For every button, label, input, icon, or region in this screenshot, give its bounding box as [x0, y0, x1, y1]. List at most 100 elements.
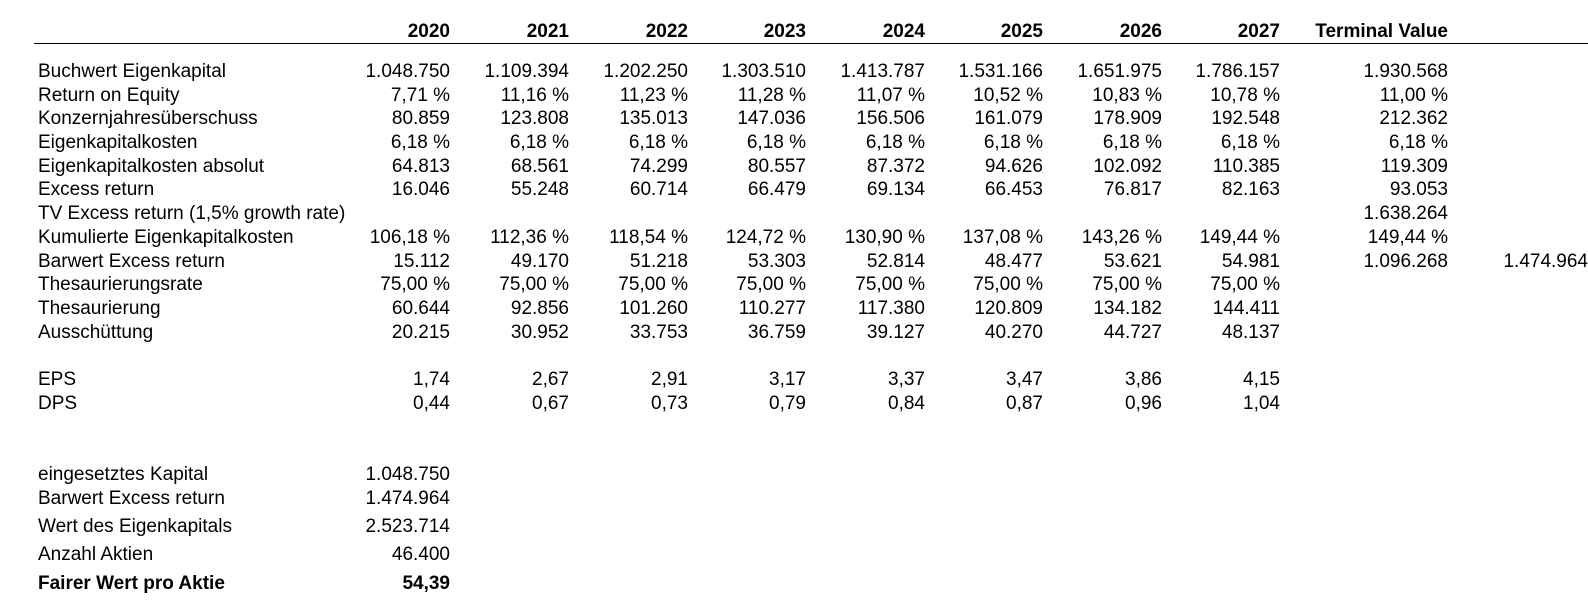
table-row: Excess return 16.046 55.248 60.714 66.479 69.…: [0, 178, 1588, 202]
value-cell: 11,23 %: [619, 85, 688, 106]
total-cell: [1428, 297, 1588, 321]
value-cell: 75,00 %: [1210, 274, 1280, 295]
row-label: Kumulierte Eigenkapitalkosten: [38, 227, 294, 248]
value-cell: 53.303: [747, 251, 806, 272]
value-cell: 87.372: [866, 156, 925, 177]
value-cell: 1.786.157: [1195, 61, 1280, 82]
total-cell: [1428, 155, 1588, 179]
terminal-value-cell: 1.638.264: [1363, 203, 1448, 224]
value-cell: 33.753: [629, 322, 688, 343]
value-cell: 44.727: [1103, 322, 1162, 343]
value-cell: 6,18 %: [746, 132, 806, 153]
value-cell: 1,04: [1243, 393, 1280, 414]
value-cell: 0,96: [1125, 393, 1162, 414]
value-cell: 149,44 %: [1199, 227, 1280, 248]
table-row: Buchwert Eigenkapital 1.048.750 1.109.394 1…: [0, 60, 1588, 84]
total-cell: [1428, 60, 1588, 84]
summary-row: Barwert Excess return 1.474.964: [0, 487, 1588, 511]
value-cell: 1.202.250: [603, 61, 688, 82]
value-cell: 75,00 %: [855, 274, 925, 295]
value-cell: 10,78 %: [1210, 85, 1280, 106]
value-cell: 53.621: [1103, 251, 1162, 272]
per-share-row: DPS 0,44 0,67 0,73 0,79 0,84 0,87 0,96 1,04: [0, 392, 1588, 416]
value-cell: 137,08 %: [962, 227, 1043, 248]
value-cell: 74.299: [629, 156, 688, 177]
row-label: Eigenkapitalkosten: [38, 132, 198, 153]
fair-value-per-share: 54,39: [402, 573, 450, 594]
year-header-2020: 2020: [407, 21, 450, 42]
summary-row: eingesetztes Kapital 1.048.750: [0, 463, 1588, 487]
terminal-value-cell: 6,18 %: [1388, 132, 1448, 153]
value-cell: 60.714: [629, 179, 688, 200]
value-cell: 66.479: [747, 179, 806, 200]
value-cell: 130,90 %: [844, 227, 925, 248]
value-cell: 102.092: [1093, 156, 1162, 177]
value-cell: 134.182: [1093, 298, 1162, 319]
summary-label: Barwert Excess return: [38, 488, 225, 509]
table-row: Eigenkapitalkosten 6,18 % 6,18 % 6,18 % 6,18…: [0, 131, 1588, 155]
value-cell: 75,00 %: [973, 274, 1043, 295]
value-cell: 110.277: [738, 298, 806, 319]
value-cell: 75,00 %: [736, 274, 806, 295]
value-cell: 2,67: [532, 369, 569, 390]
value-cell: 3,17: [769, 369, 806, 390]
value-cell: 178.909: [1093, 108, 1162, 129]
value-cell: 6,18 %: [865, 132, 925, 153]
value-cell: 1.303.510: [721, 61, 806, 82]
summary-label: Anzahl Aktien: [38, 544, 154, 565]
table-row: Thesaurierungsrate 75,00 % 75,00 % 75,00 % 7…: [0, 273, 1588, 297]
summary-value: 1.048.750: [365, 464, 450, 485]
value-cell: 75,00 %: [1092, 274, 1162, 295]
value-cell: 0,79: [769, 393, 806, 414]
value-cell: 68.561: [510, 156, 569, 177]
value-cell: 101.260: [619, 298, 688, 319]
value-cell: 75,00 %: [618, 274, 688, 295]
total-cell: 1.474.964: [1503, 251, 1588, 272]
value-cell: 69.134: [866, 179, 925, 200]
value-cell: 118,54 %: [609, 227, 688, 248]
value-cell: 7,71 %: [390, 85, 450, 106]
table-row: Eigenkapitalkosten absolut 64.813 68.561 74…: [0, 155, 1588, 179]
value-cell: 54.981: [1221, 251, 1280, 272]
value-cell: 192.548: [1211, 108, 1280, 129]
value-cell: 161.079: [974, 108, 1043, 129]
summary-row: Anzahl Aktien 46.400: [0, 543, 1588, 567]
value-cell: 80.557: [747, 156, 806, 177]
value-cell: 123.808: [500, 108, 569, 129]
row-label: DPS: [38, 393, 78, 414]
year-header-2027: 2027: [1237, 21, 1280, 42]
value-cell: 60.644: [391, 298, 450, 319]
row-label: Return on Equity: [38, 85, 180, 106]
row-label: Excess return: [38, 179, 155, 200]
value-cell: 0,84: [888, 393, 925, 414]
row-label: Eigenkapitalkosten absolut: [38, 156, 265, 177]
terminal-value-cell: 149,44 %: [1367, 227, 1448, 248]
terminal-value-cell: 119.309: [1380, 156, 1448, 177]
value-cell: 11,07 %: [856, 85, 925, 106]
value-cell: 117.380: [857, 298, 925, 319]
value-cell: 48.137: [1221, 322, 1280, 343]
value-cell: 124,72 %: [725, 227, 806, 248]
value-cell: 52.814: [866, 251, 925, 272]
year-header-2025: 2025: [1000, 21, 1043, 42]
value-cell: 112,36 %: [490, 227, 569, 248]
value-cell: 64.813: [391, 156, 450, 177]
total-cell: [1428, 273, 1588, 297]
value-cell: 1.651.975: [1077, 61, 1162, 82]
header-row: 2020 2021 2022 2023 2024 2025 2026 2027 …: [0, 20, 1588, 44]
terminal-value-cell: [1308, 273, 1448, 297]
total-cell: [1428, 226, 1588, 250]
value-cell: 55.248: [510, 179, 569, 200]
value-cell: 40.270: [984, 322, 1043, 343]
value-cell: [1140, 202, 1280, 226]
value-cell: 1.109.394: [484, 61, 569, 82]
row-label: Thesaurierungsrate: [38, 274, 203, 295]
summary-row: Fairer Wert pro Aktie 54,39: [0, 572, 1588, 596]
row-label: EPS: [38, 369, 77, 390]
value-cell: 0,87: [1006, 393, 1043, 414]
value-cell: 66.453: [984, 179, 1043, 200]
value-cell: 30.952: [510, 322, 569, 343]
value-cell: 120.809: [974, 298, 1043, 319]
value-cell: 144.411: [1212, 298, 1280, 319]
